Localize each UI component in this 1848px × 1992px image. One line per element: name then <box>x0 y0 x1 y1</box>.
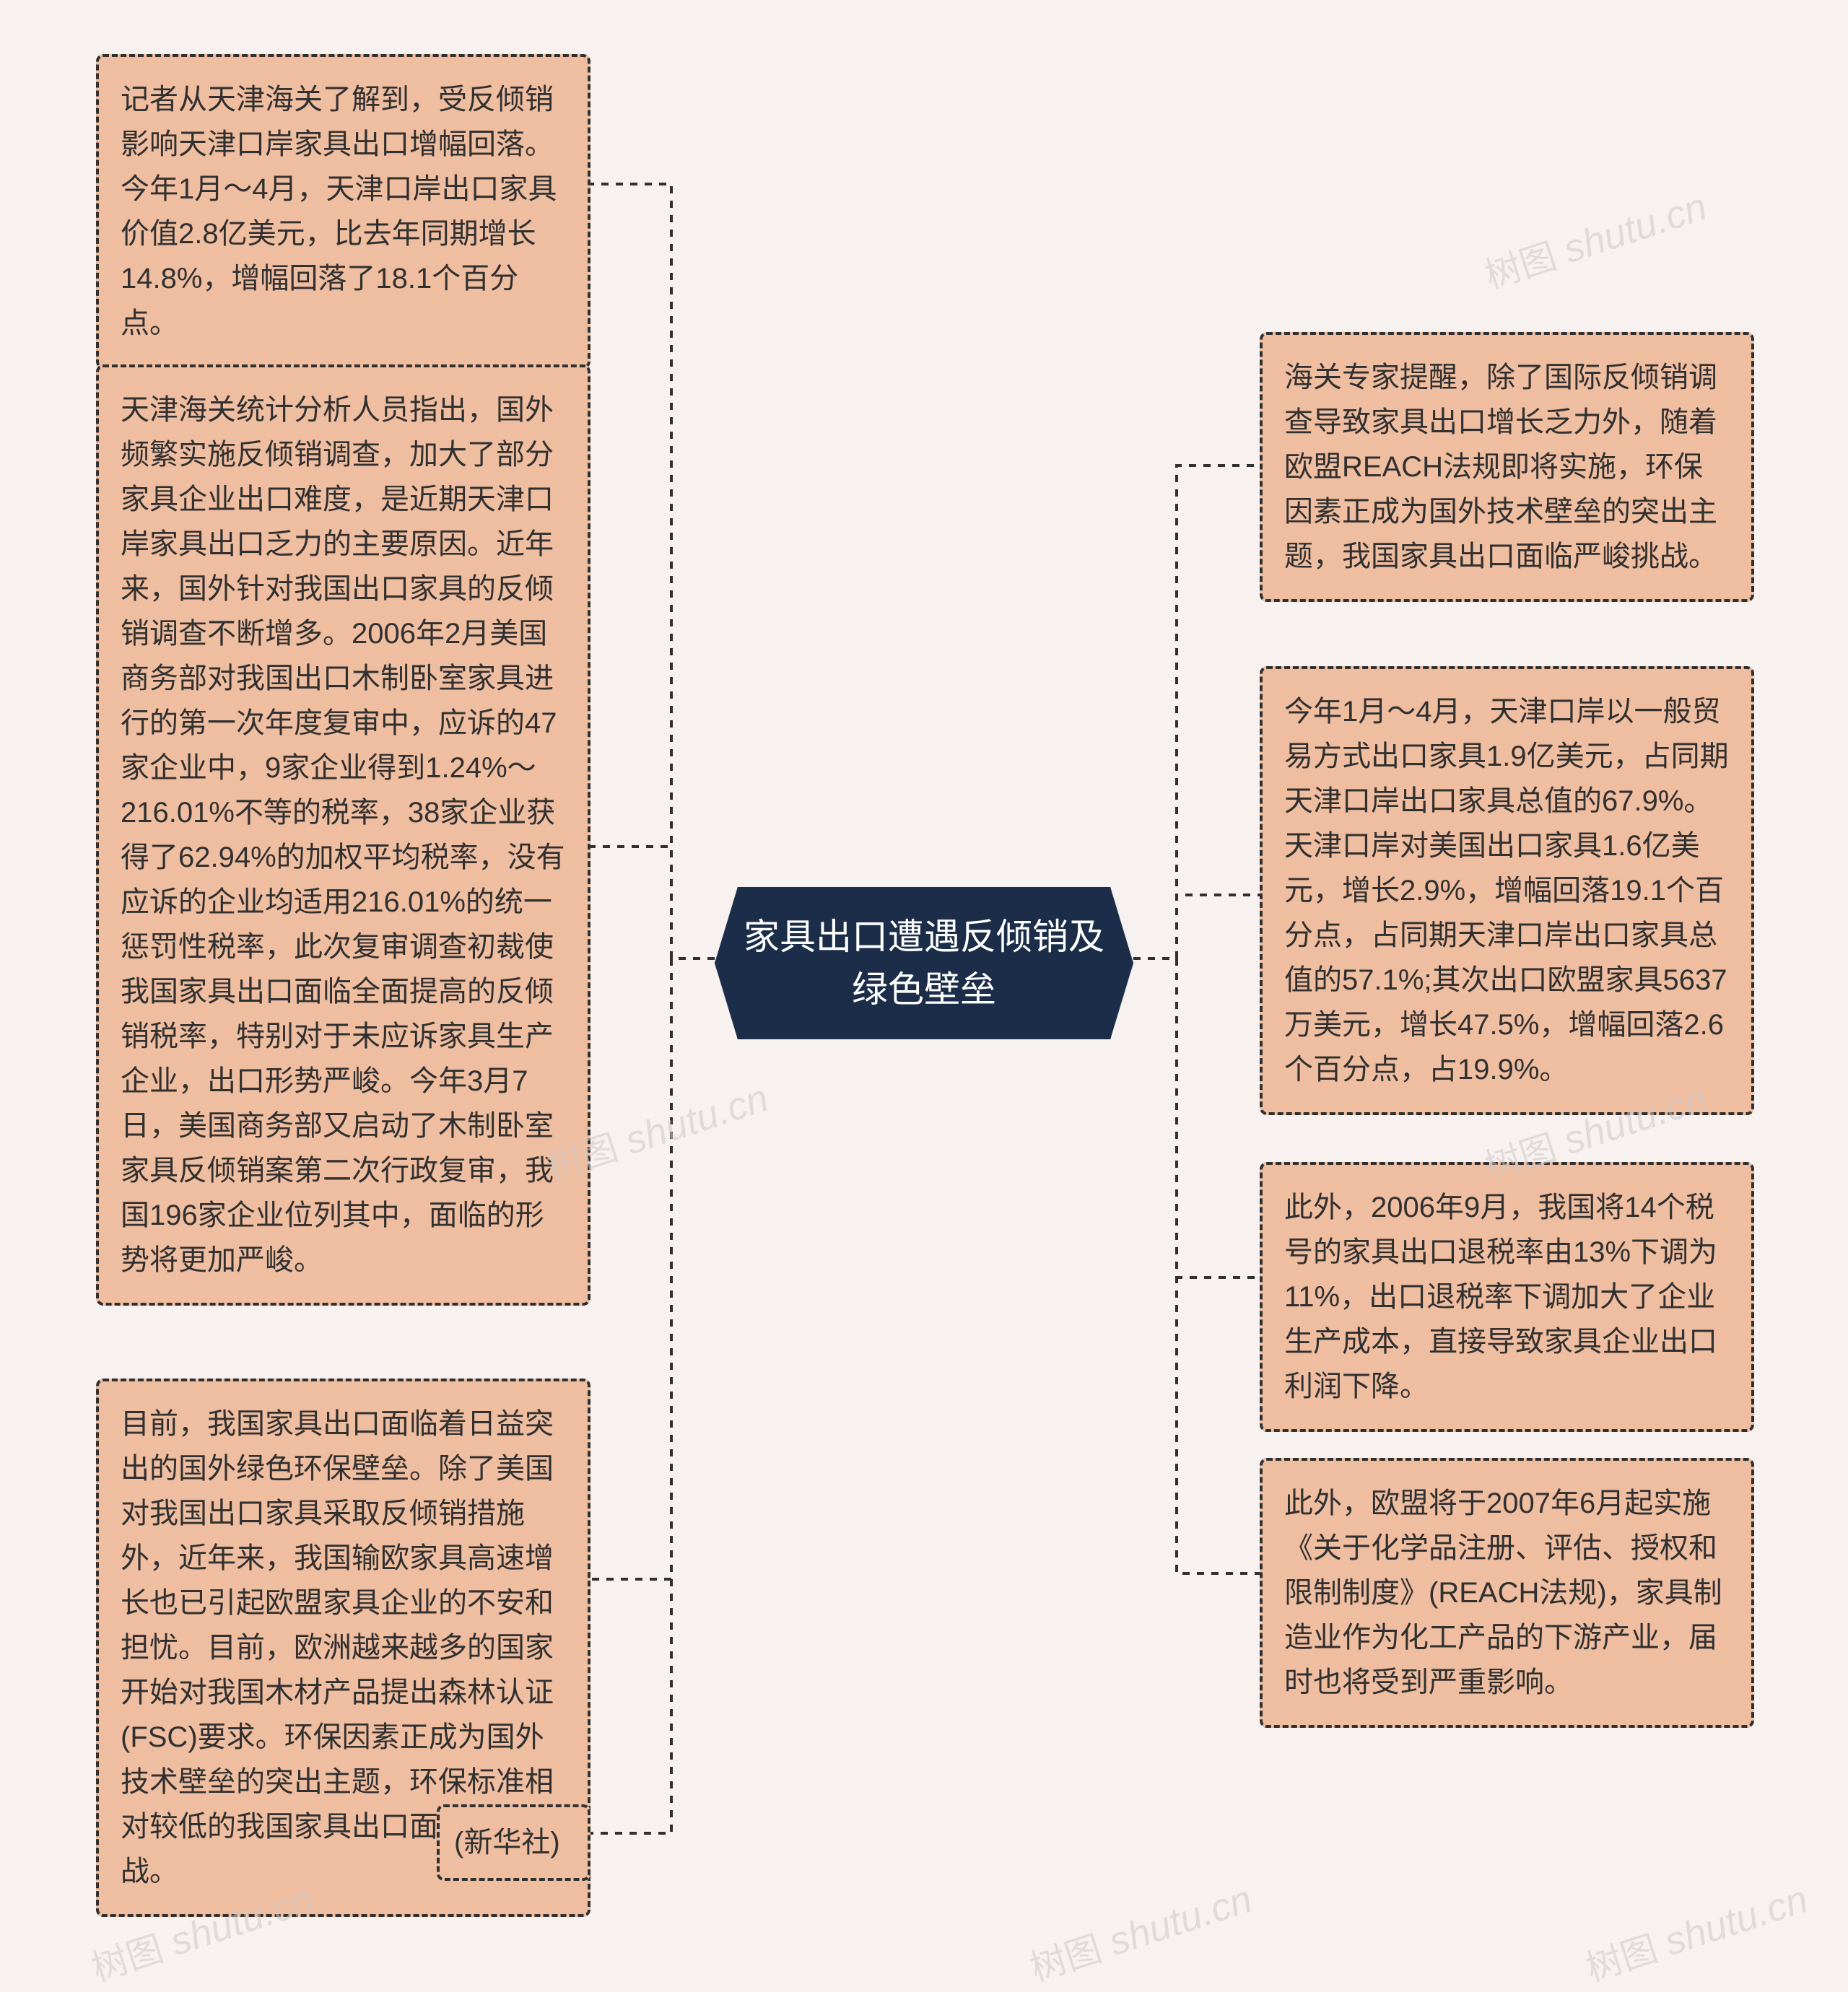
left-node-1-text: 记者从天津海关了解到，受反倾销影响天津口岸家具出口增幅回落。今年1月～4月，天津… <box>121 84 557 339</box>
center-text: 家具出口遭遇反倾销及绿色壁垒 <box>744 917 1104 1010</box>
watermark: 树图 shutu.cn <box>1579 1871 1814 1991</box>
left-node-2-text: 天津海关统计分析人员指出，国外频繁实施反倾销调查，加大了部分家具企业出口难度，是… <box>121 394 565 1276</box>
right-node-3-text: 此外，2006年9月，我国将14个税号的家具出口退税率由13%下调为11%，出口… <box>1284 1192 1717 1402</box>
center-node: 家具出口遭遇反倾销及绿色壁垒 <box>715 887 1133 1039</box>
left-node-2: 天津海关统计分析人员指出，国外频繁实施反倾销调查，加大了部分家具企业出口难度，是… <box>96 364 590 1306</box>
left-node-1: 记者从天津海关了解到，受反倾销影响天津口岸家具出口增幅回落。今年1月～4月，天津… <box>96 54 590 369</box>
mindmap-canvas: 家具出口遭遇反倾销及绿色壁垒 记者从天津海关了解到，受反倾销影响天津口岸家具出口… <box>0 0 1848 1975</box>
right-node-2: 今年1月～4月，天津口岸以一般贸易方式出口家具1.9亿美元，占同期天津口岸出口家… <box>1260 666 1754 1115</box>
left-node-4-text: (新华社) <box>454 1827 560 1858</box>
right-node-4: 此外，欧盟将于2007年6月起实施《关于化学品注册、评估、授权和限制制度》(RE… <box>1260 1458 1754 1728</box>
left-node-4: (新华社) <box>437 1804 590 1881</box>
watermark: 树图 shutu.cn <box>1023 1871 1258 1991</box>
watermark: 树图 shutu.cn <box>1478 178 1713 299</box>
right-node-1: 海关专家提醒，除了国际反倾销调查导致家具出口增长乏力外，随着欧盟REACH法规即… <box>1260 332 1754 602</box>
right-node-3: 此外，2006年9月，我国将14个税号的家具出口退税率由13%下调为11%，出口… <box>1260 1162 1754 1432</box>
right-node-1-text: 海关专家提醒，除了国际反倾销调查导致家具出口增长乏力外，随着欧盟REACH法规即… <box>1284 362 1717 572</box>
right-node-4-text: 此外，欧盟将于2007年6月起实施《关于化学品注册、评估、授权和限制制度》(RE… <box>1284 1488 1722 1698</box>
right-node-2-text: 今年1月～4月，天津口岸以一般贸易方式出口家具1.9亿美元，占同期天津口岸出口家… <box>1284 696 1729 1085</box>
